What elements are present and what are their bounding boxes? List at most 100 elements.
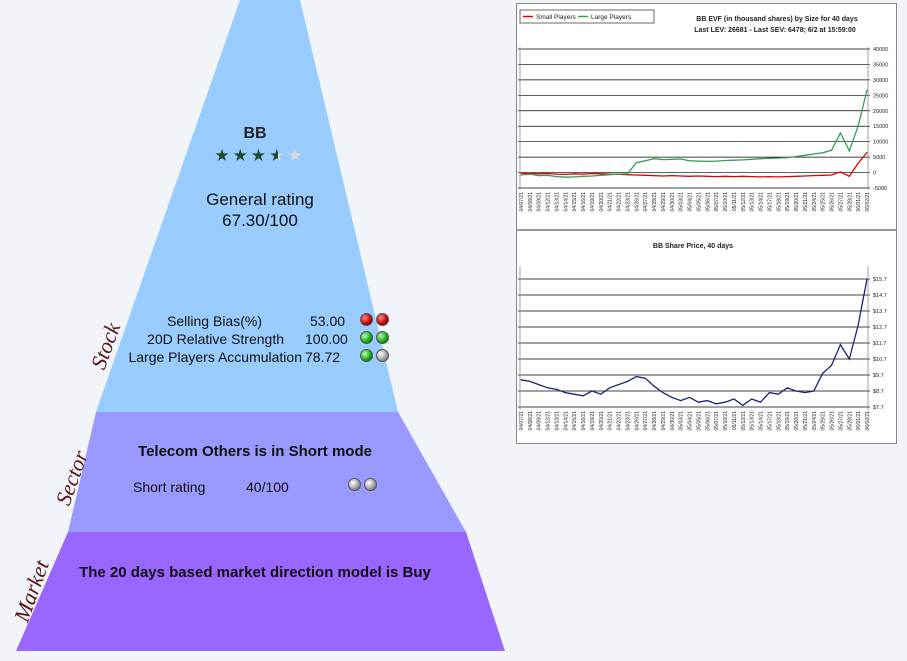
c2-ytick-label: $9.7 bbox=[873, 373, 884, 379]
c2-data-point bbox=[795, 390, 797, 392]
pyramid bbox=[16, 0, 505, 651]
c2-xtick-label: 04/16/21 bbox=[581, 411, 587, 431]
c1-xtick-label: 05/21/21 bbox=[803, 192, 809, 212]
c1-data-point bbox=[564, 173, 566, 176]
metric-value-large-players: 78.72 bbox=[305, 349, 341, 365]
c1-xtick-label: 04/07/21 bbox=[519, 192, 525, 212]
green-dot-icon bbox=[376, 331, 389, 344]
c2-data-point bbox=[662, 392, 664, 394]
c1-data-point bbox=[857, 125, 859, 127]
c1-xtick-label: 04/13/21 bbox=[554, 192, 560, 212]
market-band bbox=[16, 532, 505, 651]
c1-xtick-label: 04/29/21 bbox=[661, 192, 667, 212]
c2-xtick-label: 04/12/21 bbox=[546, 411, 552, 431]
stock-ticker: BB bbox=[243, 125, 267, 142]
c1-xtick-label: 05/06/21 bbox=[705, 192, 711, 212]
c1-data-point bbox=[520, 172, 522, 174]
c1-data-point bbox=[555, 175, 558, 178]
metric-value-relative-strength: 100.00 bbox=[305, 331, 348, 347]
c1-series-line-1 bbox=[520, 89, 868, 178]
c1-data-point bbox=[715, 175, 717, 178]
c1-data-point bbox=[857, 162, 859, 164]
evf-chart-title: BB EVF (in thousand shares) by Size for … bbox=[696, 16, 858, 23]
c2-ytick-label: $13.7 bbox=[873, 309, 887, 315]
c1-data-point bbox=[662, 158, 664, 161]
c1-xtick-label: 04/30/21 bbox=[670, 192, 676, 212]
c2-ytick-label: $15.7 bbox=[873, 277, 887, 283]
c2-data-point bbox=[582, 395, 584, 397]
c1-xtick-label: 04/27/21 bbox=[643, 192, 649, 212]
c1-xtick-label: 05/10/21 bbox=[723, 192, 729, 212]
c1-xtick-label: 05/24/21 bbox=[812, 192, 818, 212]
c1-data-point bbox=[547, 172, 549, 175]
short-rating-label: Short rating bbox=[133, 479, 206, 495]
c1-data-point bbox=[822, 152, 824, 154]
c2-xtick-label: 06/02/21 bbox=[865, 411, 871, 431]
sector-title: Telecom Others is in Short mode bbox=[138, 443, 372, 460]
c1-data-point bbox=[529, 173, 531, 175]
c1-data-point bbox=[742, 175, 744, 177]
c2-ytick-label: $10.7 bbox=[873, 357, 887, 363]
c1-data-point bbox=[555, 173, 558, 175]
c1-data-point bbox=[804, 154, 806, 156]
c1-data-point bbox=[777, 157, 779, 159]
c2-xtick-label: 04/29/21 bbox=[661, 411, 667, 431]
c2-xtick-label: 04/28/21 bbox=[652, 411, 658, 431]
c1-data-point bbox=[591, 175, 593, 177]
green-dot-icon bbox=[360, 331, 373, 344]
c1-xtick-label: 04/16/21 bbox=[581, 192, 587, 212]
c1-data-point bbox=[520, 174, 522, 176]
c2-data-point bbox=[768, 392, 771, 394]
c1-data-point bbox=[759, 158, 762, 160]
c2-ytick-label: $11.7 bbox=[873, 341, 886, 347]
c2-data-point bbox=[751, 398, 753, 400]
c1-xtick-label: 04/14/21 bbox=[563, 192, 569, 212]
star-icon: ★ bbox=[250, 146, 270, 165]
c1-data-point bbox=[786, 175, 788, 178]
c1-xtick-label: 04/26/21 bbox=[634, 192, 640, 212]
metric-value-selling-bias: 53.00 bbox=[310, 313, 346, 329]
evf-chart: Small Players Large Players BB EVF (in t… bbox=[518, 9, 888, 212]
c2-xtick-label: 05/17/21 bbox=[767, 411, 773, 431]
c2-xtick-label: 05/11/21 bbox=[732, 411, 738, 430]
c2-xtick-label: 05/18/21 bbox=[776, 411, 782, 431]
c1-data-point bbox=[644, 174, 646, 176]
gray-dot-icon bbox=[376, 349, 389, 362]
c1-xtick-label: 05/14/21 bbox=[759, 192, 765, 212]
c2-xtick-label: 04/09/21 bbox=[537, 411, 543, 431]
c2-xtick-label: 04/21/21 bbox=[608, 411, 614, 431]
c1-xtick-label: 05/25/21 bbox=[821, 192, 827, 212]
c1-data-point bbox=[715, 160, 717, 162]
c1-data-point bbox=[600, 173, 602, 175]
c2-xtick-label: 05/27/21 bbox=[838, 411, 844, 431]
c1-data-point bbox=[733, 175, 735, 178]
c2-data-point bbox=[617, 384, 620, 386]
c1-xtick-label: 04/08/21 bbox=[528, 192, 534, 212]
metric-dots-selling-bias bbox=[360, 313, 392, 331]
metric-label-relative-strength: 20D Relative Strength bbox=[147, 331, 284, 347]
metric-dots-relative-strength bbox=[360, 331, 392, 349]
c1-data-point bbox=[768, 175, 771, 178]
c1-xtick-label: 05/27/21 bbox=[838, 192, 844, 212]
c1-data-point bbox=[751, 158, 753, 160]
c1-xtick-label: 05/12/21 bbox=[741, 192, 747, 212]
c1-data-point bbox=[706, 175, 708, 177]
c1-data-point bbox=[706, 160, 708, 163]
rating-stars: ★★★★★ bbox=[205, 146, 315, 166]
c1-data-point bbox=[591, 172, 593, 175]
c1-data-point bbox=[671, 158, 673, 160]
c1-data-point bbox=[662, 175, 664, 177]
c1-xtick-label: 04/21/21 bbox=[608, 192, 614, 212]
c1-data-point bbox=[830, 149, 833, 151]
legend-large-players: Large Players bbox=[591, 14, 632, 21]
c2-data-point bbox=[573, 393, 575, 395]
c2-data-point bbox=[706, 400, 708, 402]
c1-data-point bbox=[626, 173, 629, 175]
c2-xtick-label: 05/12/21 bbox=[741, 411, 747, 431]
c1-xtick-label: 05/05/21 bbox=[696, 192, 702, 212]
c2-data-point bbox=[715, 403, 717, 405]
c1-data-point bbox=[733, 159, 735, 161]
c1-data-point bbox=[795, 175, 797, 177]
c2-xtick-label: 04/08/21 bbox=[528, 411, 534, 431]
c2-xtick-label: 05/10/21 bbox=[723, 411, 729, 431]
